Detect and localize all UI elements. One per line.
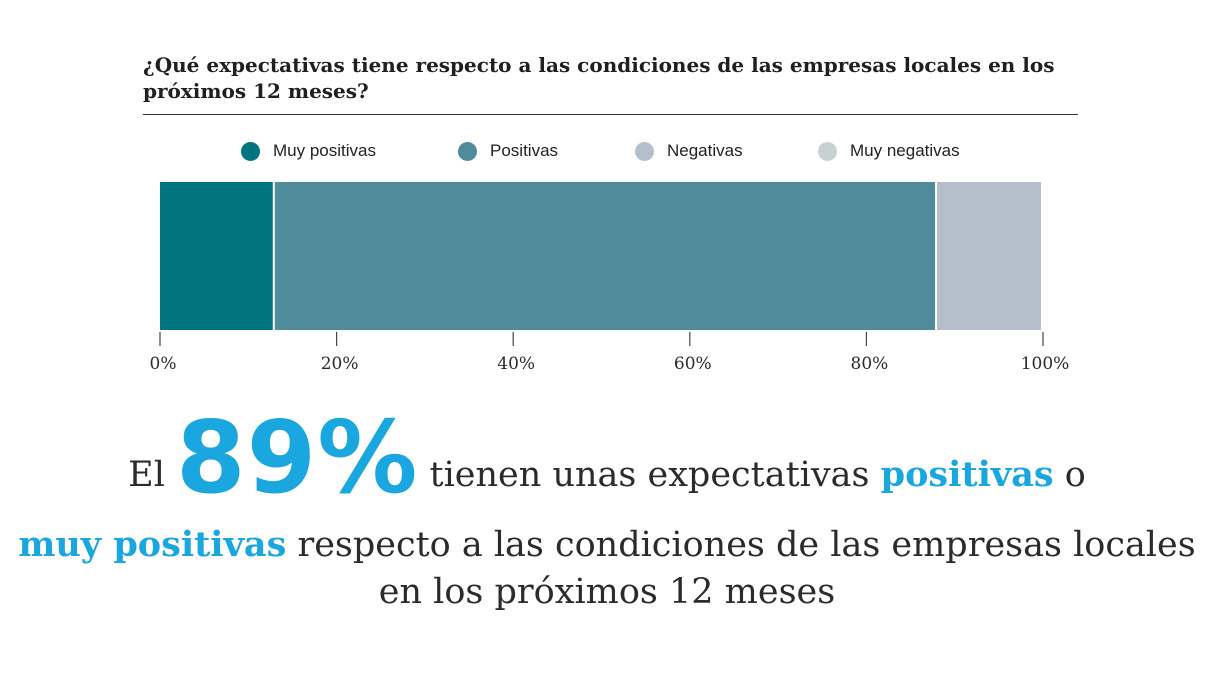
headline-line-1: El 89% tienen unas expectativas positiva… [0, 408, 1214, 521]
chart-title: ¿Qué expectativas tiene respecto a las c… [143, 53, 1055, 103]
legend-item-negativas: Negativas [635, 138, 743, 164]
headline-part-1: tienen unas expectativas [429, 455, 870, 495]
x-tick-label-40: 40% [497, 354, 535, 374]
bar-segment-muy-positivas [160, 182, 273, 330]
bar-segment-negativas [937, 182, 1041, 330]
title-divider [143, 114, 1078, 115]
legend-label-negativas: Negativas [667, 141, 743, 160]
legend-swatch-muy-positivas [241, 141, 260, 161]
x-tick-label-60: 60% [674, 354, 712, 374]
headline-prefix: El [128, 455, 165, 495]
headline: El 89% tienen unas expectativas positiva… [0, 408, 1214, 616]
legend: Muy positivas Positivas Negativas Muy ne… [0, 138, 1214, 164]
bars-group [160, 182, 1041, 330]
legend-swatch-positivas [458, 141, 477, 161]
headline-accent-positivas: positivas [880, 454, 1054, 495]
headline-part-3: respecto a las condiciones de las empres… [297, 525, 1196, 612]
stacked-bar-chart: 0% 20% 40% 60% 80% 100% [150, 182, 1070, 374]
headline-accent-muy-positivas: muy positivas [18, 524, 287, 565]
legend-item-positivas: Positivas [458, 138, 558, 164]
legend-label-positivas: Positivas [490, 141, 559, 160]
legend-swatch-negativas [635, 141, 654, 161]
legend-label-muy-positivas: Muy positivas [273, 141, 376, 160]
headline-part-2: o [1064, 455, 1086, 495]
x-tick-label-0: 0% [150, 354, 177, 374]
x-tick-label-20: 20% [321, 354, 359, 374]
bar-segment-positivas [274, 182, 936, 330]
x-tick-label-100: 100% [1021, 354, 1070, 374]
legend-swatch-muy-negativas [818, 141, 837, 161]
legend-label-muy-negativas: Muy negativas [850, 141, 960, 160]
legend-item-muy-positivas: Muy positivas [241, 138, 376, 164]
x-axis: 0% 20% 40% 60% 80% 100% [150, 332, 1070, 374]
legend-item-muy-negativas: Muy negativas [818, 138, 960, 164]
x-tick-label-80: 80% [851, 354, 889, 374]
headline-big-number: 89% [176, 399, 419, 516]
